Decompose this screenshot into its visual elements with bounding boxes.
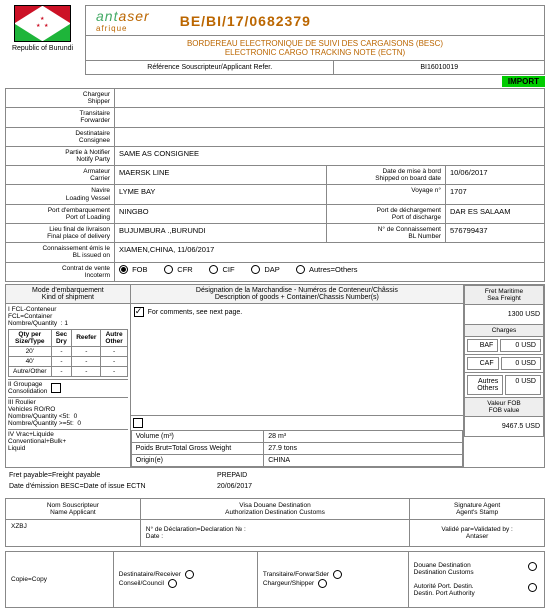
country-block: ★ ★ ★ Republic of Burundi: [5, 5, 80, 52]
sea-freight-value: 1300 USD: [465, 304, 544, 324]
final-label: Lieu final de livraison Final place of d…: [6, 223, 115, 242]
left-panel: I FCL-Conteneur FCL=Container Nombre/Qua…: [6, 303, 131, 467]
header-row: ★ ★ ★ Republic of Burundi antantaseraser…: [5, 5, 545, 86]
pol-label: Port d'embarquement Port of Loading: [6, 204, 115, 223]
vessel-label: Navire Loading Vessel: [6, 185, 115, 204]
pol-value: NINGBO: [115, 204, 327, 223]
checkbox-fcl[interactable]: [134, 307, 144, 317]
consignee-value: [115, 127, 545, 146]
consignee-label: Destinataire Consignee: [6, 127, 115, 146]
radio-dap[interactable]: [251, 265, 260, 274]
pod-value: DAR ES SALAAM: [446, 204, 545, 223]
comments-text: For comments, see next page.: [148, 309, 243, 316]
freight-table: Fret payable=Freight payablePREPAID Date…: [5, 470, 545, 492]
bl-label: N° de Connaissement BL Number: [327, 223, 446, 242]
final-value: BUJUMBURA .,BURUNDI: [115, 223, 327, 242]
radio-copy-shipper[interactable]: [318, 579, 327, 588]
incoterm-options: FOB CFR CIF DAP Autres=Others: [115, 262, 545, 281]
document-title: BORDEREAU ELECTRONIQUE DE SUIVI DES CARG…: [86, 35, 544, 60]
carrier-value: MAERSK LINE: [115, 166, 327, 185]
pod-label: Port de déchargement Port of discharge: [327, 204, 446, 223]
declaration-label: N° de Déclaration=Declaration № : Date :: [140, 519, 410, 546]
carrier-label: Armateur Carrier: [6, 166, 115, 185]
voyage-value: 1707: [446, 185, 545, 204]
caf-value: 0 USD: [501, 357, 541, 370]
incoterm-label: Contrat de vente Incoterm: [6, 262, 115, 281]
radio-cif[interactable]: [209, 265, 218, 274]
shipper-label: Chargeur Shipper: [6, 89, 115, 108]
radio-customs[interactable]: [528, 562, 537, 571]
shipper-value: [115, 89, 545, 108]
bl-value: 576799437: [446, 223, 545, 242]
header-box: antantaseraser afrique BE/BI/17/0682379 …: [85, 5, 545, 75]
vessel-value: LYME BAY: [115, 185, 327, 204]
country-name: Republic of Burundi: [5, 45, 80, 52]
radio-copy-forwarder[interactable]: [333, 570, 342, 579]
weight-value: 27.9 tons: [264, 442, 463, 454]
validated-by: Validé par=Validated by : Antaser: [410, 519, 545, 546]
agent-label: Signature Agent Agent's Stamp: [410, 498, 545, 519]
freight-value: PREPAID: [213, 470, 545, 481]
radio-cfr[interactable]: [164, 265, 173, 274]
applicant-value: XZBJ: [6, 519, 141, 546]
visa-label: Visa Douane Destination Authorization De…: [140, 498, 410, 519]
mode-label: Mode d'embarquement Kind of shipment: [6, 284, 131, 303]
main-fields-table: Chargeur Shipper Transitaire Forwarder D…: [5, 88, 545, 282]
radio-port[interactable]: [528, 583, 537, 592]
checkbox-mid[interactable]: [133, 418, 143, 428]
shipment-table: Mode d'embarquement Kind of shipment Dés…: [5, 284, 545, 468]
reference-label: Référence Souscripteur/Applicant Refer.: [86, 61, 334, 74]
volume-value: 28 m³: [264, 430, 463, 442]
import-badge: IMPORT: [502, 76, 545, 87]
blissued-label: Connaissement émis le BL issued on: [6, 243, 115, 262]
notify-label: Partie à Notifier Notify Party: [6, 146, 115, 165]
copy-table: Copie=Copy Destinataire/Receiver Conseil…: [5, 551, 545, 608]
radio-receiver[interactable]: [185, 570, 194, 579]
desc-label: Désignation de la Marchandise - Numéros …: [130, 284, 463, 303]
applicant-label: Nom Souscripteur Name Applicant: [6, 498, 141, 519]
freight-label: Fret payable=Freight payable: [5, 470, 213, 481]
notify-value: SAME AS CONSIGNEE: [115, 146, 545, 165]
radio-fob[interactable]: [119, 265, 128, 274]
flag-icon: ★ ★ ★: [14, 5, 71, 42]
issue-label: Date d'émission BESC=Date of issue ECTN: [5, 481, 213, 492]
center-panel: For comments, see next page. Volume (m³)…: [130, 303, 463, 467]
copy-label: Copie=Copy: [6, 551, 114, 607]
fob-value: 9467.5 USD: [465, 416, 544, 436]
issue-value: 20/06/2017: [213, 481, 545, 492]
radio-council[interactable]: [168, 579, 177, 588]
document-number: BE/BI/17/0682379: [180, 13, 311, 29]
others-value: 0 USD: [505, 375, 541, 395]
blissued-value: XIAMEN,CHINA, 11/06/2017: [115, 243, 545, 262]
brand-logo: antantaseraser: [96, 8, 150, 24]
charges-panel: Fret Maritime Sea Freight 1300 USD Charg…: [464, 284, 545, 467]
baf-value: 0 USD: [500, 339, 541, 352]
sizes-table: Qty per Size/TypeSec DryReeferAutre Othe…: [8, 329, 128, 377]
forwarder-label: Transitaire Forwarder: [6, 108, 115, 127]
board-date-label: Date de mise à bord Shipped on board dat…: [327, 166, 446, 185]
checkbox-group[interactable]: [51, 383, 61, 393]
radio-others[interactable]: [296, 265, 305, 274]
brand-sub: afrique: [96, 24, 150, 33]
board-date-value: 10/06/2017: [446, 166, 545, 185]
voyage-label: Voyage n°: [327, 185, 446, 204]
signature-table: Nom Souscripteur Name Applicant Visa Dou…: [5, 498, 545, 547]
origin-value: CHINA: [264, 454, 463, 466]
forwarder-value: [115, 108, 545, 127]
reference-value: BI16010019: [334, 61, 544, 74]
